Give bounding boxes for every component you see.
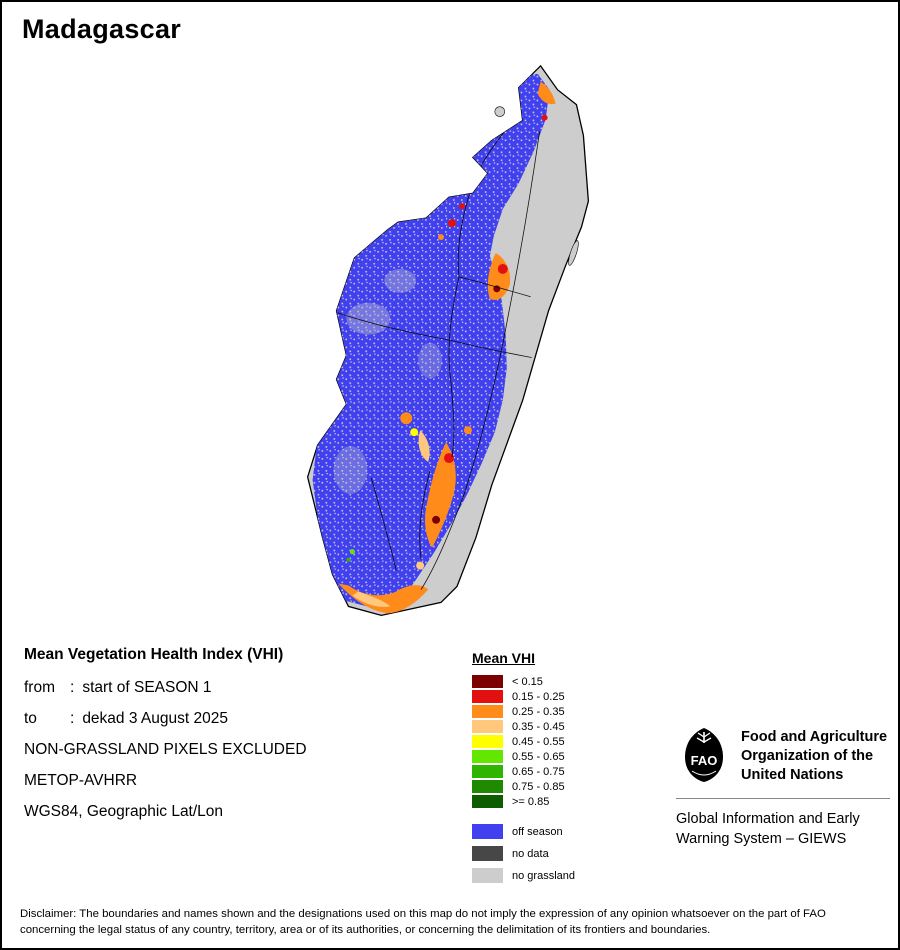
- island-outline: [306, 64, 590, 617]
- legend-item: 0.15 - 0.25: [472, 690, 575, 703]
- disclaimer-text: Disclaimer: The boundaries and names sho…: [20, 908, 826, 936]
- legend-item: off season: [472, 824, 575, 839]
- vhi-patch: [432, 515, 441, 524]
- map-info: Mean Vegetation Health Index (VHI) from …: [24, 646, 454, 834]
- legend-swatch: [472, 846, 503, 861]
- vhi-patch: [410, 428, 419, 437]
- legend-item: < 0.15: [472, 675, 575, 688]
- info-row-to: to : dekad 3 August 2025: [24, 710, 454, 728]
- legend-label: 0.45 - 0.55: [512, 735, 565, 748]
- vhi-patch: [458, 203, 465, 210]
- info-line-sensor: METOP-AVHRR: [24, 772, 138, 789]
- org-programme: Global Information and Early Warning Sys…: [676, 811, 860, 847]
- vhi-patch: [400, 412, 413, 425]
- vhi-patch: [416, 561, 425, 570]
- island-nosy-be: [494, 106, 506, 117]
- legend-label: < 0.15: [512, 675, 543, 688]
- info-colon: :: [70, 679, 75, 696]
- legend-extras: off season no data no grassland: [472, 824, 575, 883]
- legend-swatch: [472, 868, 503, 883]
- legend-item: no data: [472, 846, 575, 861]
- org-name: Food and Agriculture Organization of the…: [741, 729, 888, 783]
- vhi-patch: [444, 453, 454, 464]
- legend-item: no grassland: [472, 868, 575, 883]
- vhi-anomaly-patches: [338, 81, 556, 614]
- info-line-exclusion: NON-GRASSLAND PIXELS EXCLUDED: [24, 741, 307, 758]
- vhi-patch: [438, 234, 445, 241]
- vhi-patch: [537, 81, 556, 105]
- vhi-patch: [349, 549, 355, 555]
- admin-boundaries: [337, 113, 540, 590]
- off-season-region: [312, 73, 550, 612]
- legend-swatch: [472, 720, 503, 733]
- info-label: from: [24, 679, 55, 696]
- info-value: start of SEASON 1: [82, 679, 212, 696]
- legend-item: >= 0.85: [472, 795, 575, 808]
- vhi-patch: [487, 252, 511, 301]
- legend-label: off season: [512, 825, 563, 838]
- legend-label: 0.55 - 0.65: [512, 750, 565, 763]
- fao-logo-icon: FAO: [685, 728, 723, 782]
- legend-label: no data: [512, 847, 549, 860]
- speckle-overlay: [312, 73, 550, 612]
- vhi-patch: [493, 285, 501, 293]
- legend-swatch: [472, 705, 503, 718]
- island-sainte-marie: [568, 240, 579, 266]
- info-line-projection: WGS84, Geographic Lat/Lon: [24, 803, 224, 820]
- org-divider: [676, 798, 890, 799]
- vhi-patch: [418, 430, 430, 463]
- legend-label: 0.65 - 0.75: [512, 765, 565, 778]
- legend-swatch: [472, 735, 503, 748]
- legend: Mean VHI < 0.15 0.15 - 0.25 0.25 - 0.35 0.3…: [472, 650, 575, 890]
- legend-label: 0.15 - 0.25: [512, 690, 565, 703]
- vhi-patch: [338, 583, 429, 614]
- legend-classes: < 0.15 0.15 - 0.25 0.25 - 0.35 0.35 - 0.45 0…: [472, 675, 575, 808]
- legend-swatch: [472, 750, 503, 763]
- legend-label: 0.75 - 0.85: [512, 780, 565, 793]
- legend-swatch: [472, 780, 503, 793]
- vhi-patch: [463, 426, 472, 435]
- vhi-patch: [346, 557, 351, 562]
- legend-swatch: [472, 675, 503, 688]
- vhi-patch: [352, 591, 391, 607]
- legend-swatch: [472, 765, 503, 778]
- vhi-patch: [541, 114, 548, 121]
- fao-logo-text: FAO: [691, 753, 718, 768]
- vhi-patch: [497, 263, 508, 274]
- org-block: FAO Food and Agriculture Organization of…: [676, 726, 890, 849]
- info-value: dekad 3 August 2025: [82, 710, 228, 727]
- legend-swatch: [472, 690, 503, 703]
- legend-item: 0.65 - 0.75: [472, 765, 575, 778]
- island-group: [306, 64, 590, 617]
- info-label: to: [24, 710, 37, 727]
- legend-item: 0.55 - 0.65: [472, 750, 575, 763]
- info-heading: Mean Vegetation Health Index (VHI): [24, 646, 284, 663]
- gray-mottling: [333, 268, 443, 494]
- vhi-patch: [425, 442, 456, 548]
- vhi-patch: [448, 219, 456, 228]
- legend-swatch: [472, 824, 503, 839]
- legend-label: 0.35 - 0.45: [512, 720, 565, 733]
- legend-item: 0.35 - 0.45: [472, 720, 575, 733]
- legend-swatch: [472, 795, 503, 808]
- legend-item: 0.75 - 0.85: [472, 780, 575, 793]
- legend-label: no grassland: [512, 869, 575, 882]
- legend-label: >= 0.85: [512, 795, 550, 808]
- legend-item: 0.25 - 0.35: [472, 705, 575, 718]
- legend-label: 0.25 - 0.35: [512, 705, 565, 718]
- legend-item: 0.45 - 0.55: [472, 735, 575, 748]
- info-colon: :: [70, 710, 75, 727]
- org-header: FAO Food and Agriculture Organization of…: [676, 726, 890, 785]
- legend-title: Mean VHI: [472, 650, 536, 666]
- info-row-from: from : start of SEASON 1: [24, 679, 454, 697]
- page-title: Madagascar: [22, 14, 182, 44]
